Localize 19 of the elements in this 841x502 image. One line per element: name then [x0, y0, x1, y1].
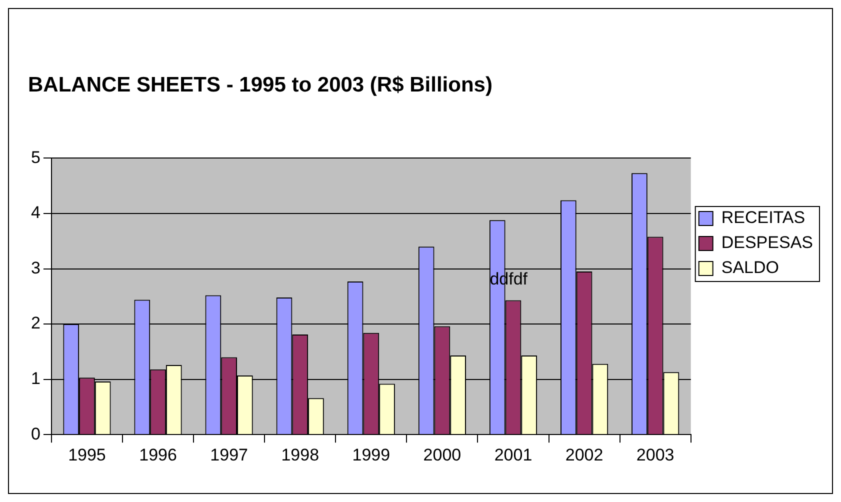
- x-tick-label: 2002: [565, 445, 604, 464]
- legend-label: RECEITAS: [721, 208, 806, 228]
- x-tick-label: 1999: [352, 445, 390, 464]
- legend-label: DESPESAS: [721, 233, 814, 252]
- x-tick-label: 1996: [139, 445, 177, 464]
- x-tick-label: 2001: [494, 445, 532, 464]
- x-tick-label: 1997: [210, 445, 248, 464]
- y-tick-label: 1: [30, 369, 40, 388]
- legend-label: SALDO: [721, 258, 779, 278]
- y-tick-label: 0: [30, 424, 40, 444]
- x-tick-label: 1998: [281, 445, 320, 464]
- y-tick-label: 5: [30, 148, 40, 167]
- x-tick-label: 2000: [423, 445, 462, 464]
- y-tick-label: 4: [30, 203, 40, 222]
- y-tick-label: 2: [30, 314, 40, 333]
- x-tick-label: 1995: [68, 445, 106, 464]
- chart-title: BALANCE SHEETS - 1995 to 2003 (R$ Billions): [28, 73, 492, 96]
- y-tick-label: 3: [30, 258, 40, 278]
- x-tick-label: 2003: [636, 445, 674, 464]
